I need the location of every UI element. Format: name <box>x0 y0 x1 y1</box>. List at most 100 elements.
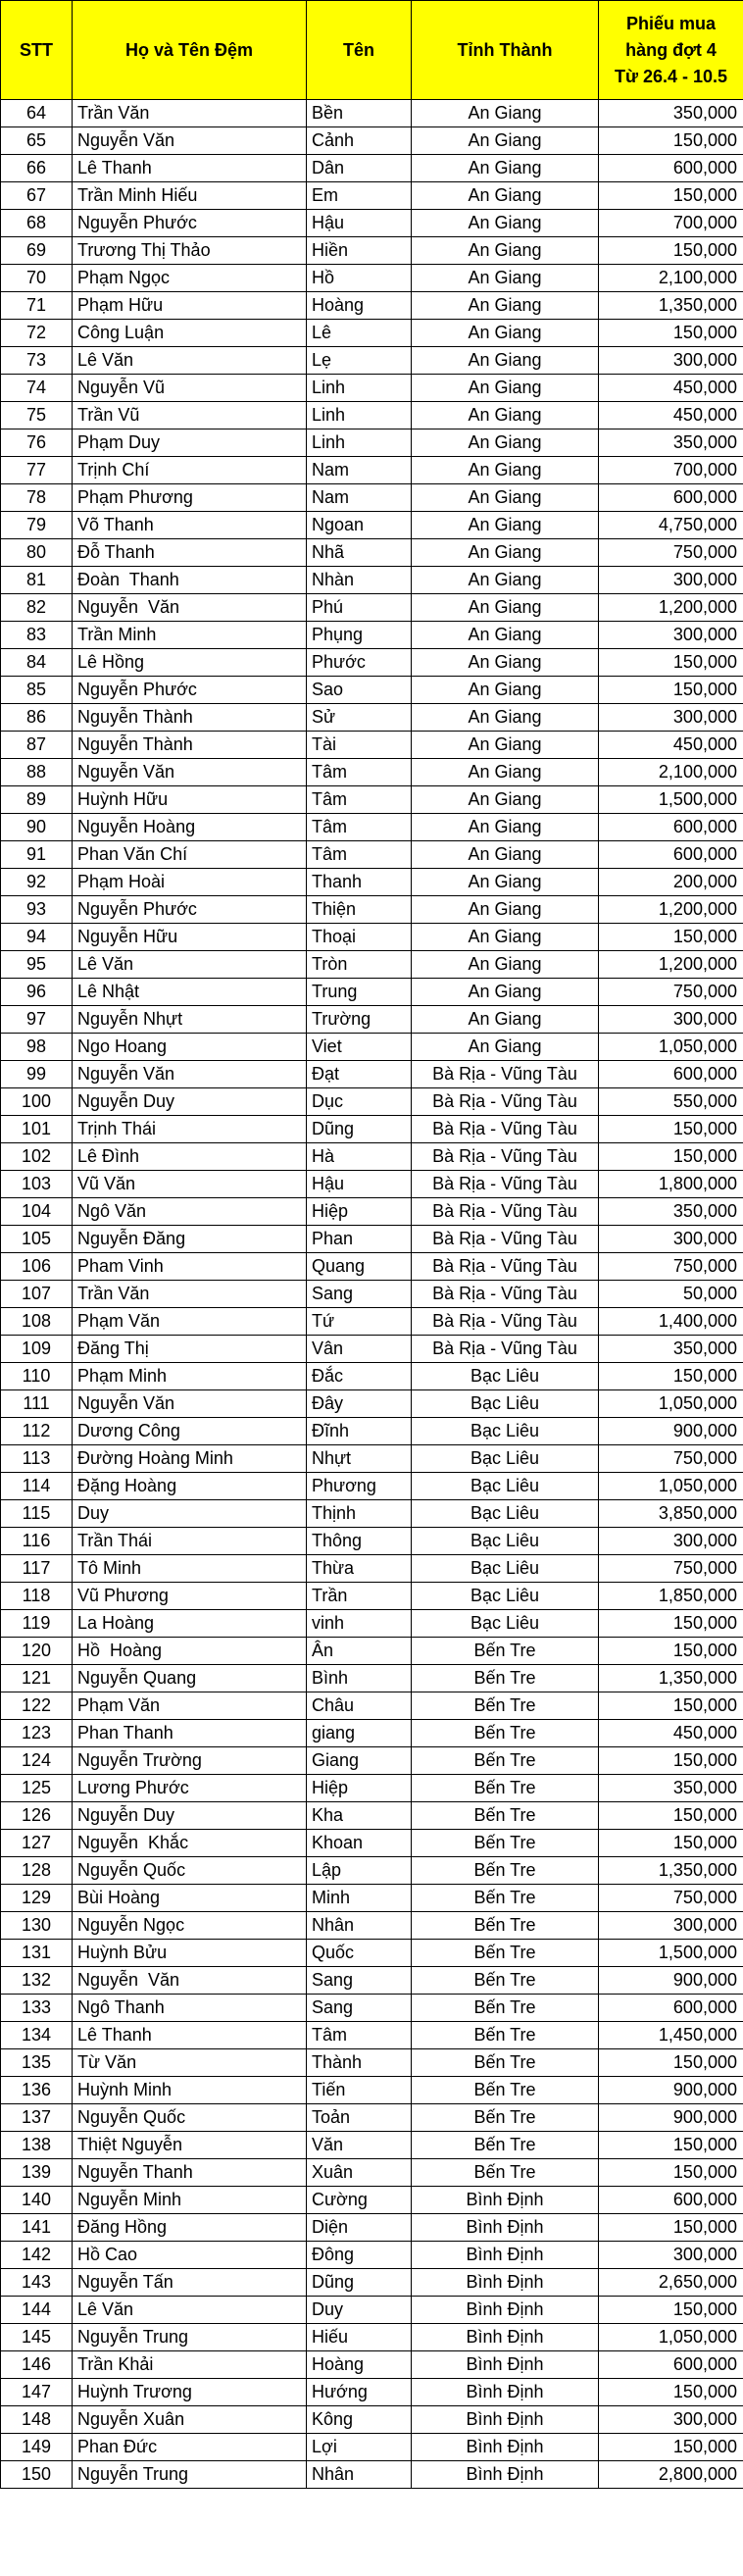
cell-ho[interactable]: Đoàn Thanh <box>72 566 307 594</box>
cell-ten[interactable]: Châu <box>306 1692 412 1720</box>
cell-ho[interactable]: Ngô Thanh <box>72 1994 307 2022</box>
cell-stt[interactable]: 83 <box>0 621 73 649</box>
cell-ten[interactable]: Quang <box>306 1252 412 1281</box>
cell-stt[interactable]: 64 <box>0 99 73 127</box>
cell-phieu[interactable]: 150,000 <box>598 1142 743 1171</box>
cell-tinh[interactable]: Bà Rịa - Vũng Tàu <box>411 1060 599 1088</box>
cell-ho[interactable]: Pham Vinh <box>72 1252 307 1281</box>
cell-ho[interactable]: Nguyễn Phước <box>72 895 307 924</box>
cell-ten[interactable]: Ngoan <box>306 511 412 539</box>
cell-ho[interactable]: Thiệt Nguyễn <box>72 2131 307 2159</box>
cell-phieu[interactable]: 600,000 <box>598 2186 743 2214</box>
cell-tinh[interactable]: Bạc Liêu <box>411 1609 599 1638</box>
cell-phieu[interactable]: 300,000 <box>598 2241 743 2269</box>
cell-phieu[interactable]: 150,000 <box>598 648 743 677</box>
header-cell-phieu[interactable]: Phiếu mua hàng đợt 4 Từ 26.4 - 10.5 <box>598 0 743 100</box>
cell-ho[interactable]: Nguyễn Văn <box>72 1060 307 1088</box>
cell-stt[interactable]: 90 <box>0 813 73 841</box>
cell-stt[interactable]: 147 <box>0 2378 73 2406</box>
cell-tinh[interactable]: An Giang <box>411 154 599 182</box>
cell-phieu[interactable]: 150,000 <box>598 676 743 704</box>
cell-tinh[interactable]: An Giang <box>411 483 599 512</box>
cell-ten[interactable]: Hậu <box>306 1170 412 1198</box>
cell-phieu[interactable]: 600,000 <box>598 840 743 869</box>
cell-tinh[interactable]: Bến Tre <box>411 1664 599 1692</box>
cell-tinh[interactable]: An Giang <box>411 648 599 677</box>
cell-ten[interactable]: Hoàng <box>306 291 412 320</box>
cell-phieu[interactable]: 600,000 <box>598 1994 743 2022</box>
cell-phieu[interactable]: 50,000 <box>598 1280 743 1308</box>
cell-phieu[interactable]: 2,650,000 <box>598 2268 743 2297</box>
cell-stt[interactable]: 122 <box>0 1692 73 1720</box>
cell-phieu[interactable]: 550,000 <box>598 1087 743 1116</box>
cell-ten[interactable]: Nhựt <box>306 1444 412 1473</box>
cell-stt[interactable]: 94 <box>0 923 73 951</box>
cell-stt[interactable]: 125 <box>0 1774 73 1802</box>
cell-tinh[interactable]: Bà Rịa - Vũng Tàu <box>411 1280 599 1308</box>
cell-ten[interactable]: Phước <box>306 648 412 677</box>
cell-tinh[interactable]: Bến Tre <box>411 1856 599 1885</box>
cell-ho[interactable]: Phạm Ngọc <box>72 264 307 292</box>
cell-ho[interactable]: Lê Nhật <box>72 978 307 1006</box>
cell-ten[interactable]: Sao <box>306 676 412 704</box>
cell-ten[interactable]: Dũng <box>306 1115 412 1143</box>
cell-ho[interactable]: Võ Thanh <box>72 511 307 539</box>
cell-phieu[interactable]: 750,000 <box>598 1252 743 1281</box>
cell-tinh[interactable]: An Giang <box>411 429 599 457</box>
cell-stt[interactable]: 100 <box>0 1087 73 1116</box>
cell-phieu[interactable]: 1,050,000 <box>598 1033 743 1061</box>
cell-phieu[interactable]: 350,000 <box>598 99 743 127</box>
cell-tinh[interactable]: An Giang <box>411 785 599 814</box>
cell-stt[interactable]: 139 <box>0 2158 73 2187</box>
cell-stt[interactable]: 140 <box>0 2186 73 2214</box>
cell-ho[interactable]: Phạm Hữu <box>72 291 307 320</box>
cell-ho[interactable]: Nguyễn Quốc <box>72 1856 307 1885</box>
cell-phieu[interactable]: 350,000 <box>598 429 743 457</box>
cell-ten[interactable]: Thịnh <box>306 1499 412 1528</box>
cell-ten[interactable]: Đắc <box>306 1362 412 1390</box>
cell-tinh[interactable]: Bến Tre <box>411 1719 599 1747</box>
cell-stt[interactable]: 148 <box>0 2405 73 2434</box>
cell-ho[interactable]: Phạm Hoài <box>72 868 307 896</box>
cell-ho[interactable]: Lê Văn <box>72 950 307 979</box>
cell-ho[interactable]: Nguyễn Duy <box>72 1801 307 1830</box>
cell-phieu[interactable]: 750,000 <box>598 978 743 1006</box>
cell-phieu[interactable]: 700,000 <box>598 209 743 237</box>
cell-ho[interactable]: Lê Đình <box>72 1142 307 1171</box>
cell-ten[interactable]: Cảnh <box>306 126 412 155</box>
cell-ho[interactable]: Phan Thanh <box>72 1719 307 1747</box>
cell-ho[interactable]: Nguyễn Ngọc <box>72 1911 307 1940</box>
cell-tinh[interactable]: An Giang <box>411 264 599 292</box>
cell-ten[interactable]: Hà <box>306 1142 412 1171</box>
cell-ho[interactable]: Nguyễn Nhựt <box>72 1005 307 1034</box>
cell-ho[interactable]: Nguyễn Minh <box>72 2186 307 2214</box>
cell-ho[interactable]: Nguyễn Thành <box>72 703 307 732</box>
cell-stt[interactable]: 137 <box>0 2103 73 2132</box>
cell-tinh[interactable]: An Giang <box>411 319 599 347</box>
cell-tinh[interactable]: An Giang <box>411 374 599 402</box>
cell-ten[interactable]: Tâm <box>306 840 412 869</box>
cell-tinh[interactable]: Bà Rịa - Vũng Tàu <box>411 1252 599 1281</box>
cell-ten[interactable]: Duy <box>306 2296 412 2324</box>
cell-stt[interactable]: 96 <box>0 978 73 1006</box>
cell-stt[interactable]: 103 <box>0 1170 73 1198</box>
cell-stt[interactable]: 92 <box>0 868 73 896</box>
cell-ten[interactable]: Trường <box>306 1005 412 1034</box>
cell-ho[interactable]: Đường Hoàng Minh <box>72 1444 307 1473</box>
cell-phieu[interactable]: 3,850,000 <box>598 1499 743 1528</box>
cell-tinh[interactable]: An Giang <box>411 126 599 155</box>
cell-ten[interactable]: Nhân <box>306 2460 412 2489</box>
cell-tinh[interactable]: Bến Tre <box>411 1637 599 1665</box>
cell-ho[interactable]: Lê Văn <box>72 2296 307 2324</box>
cell-tinh[interactable]: An Giang <box>411 1033 599 1061</box>
cell-stt[interactable]: 123 <box>0 1719 73 1747</box>
cell-ho[interactable]: Huỳnh Bửu <box>72 1939 307 1967</box>
cell-stt[interactable]: 145 <box>0 2323 73 2351</box>
cell-stt[interactable]: 106 <box>0 1252 73 1281</box>
cell-ten[interactable]: Thừa <box>306 1554 412 1583</box>
cell-tinh[interactable]: Bà Rịa - Vũng Tàu <box>411 1170 599 1198</box>
cell-ten[interactable]: Tâm <box>306 758 412 786</box>
cell-phieu[interactable]: 150,000 <box>598 2378 743 2406</box>
cell-stt[interactable]: 138 <box>0 2131 73 2159</box>
cell-phieu[interactable]: 1,200,000 <box>598 950 743 979</box>
